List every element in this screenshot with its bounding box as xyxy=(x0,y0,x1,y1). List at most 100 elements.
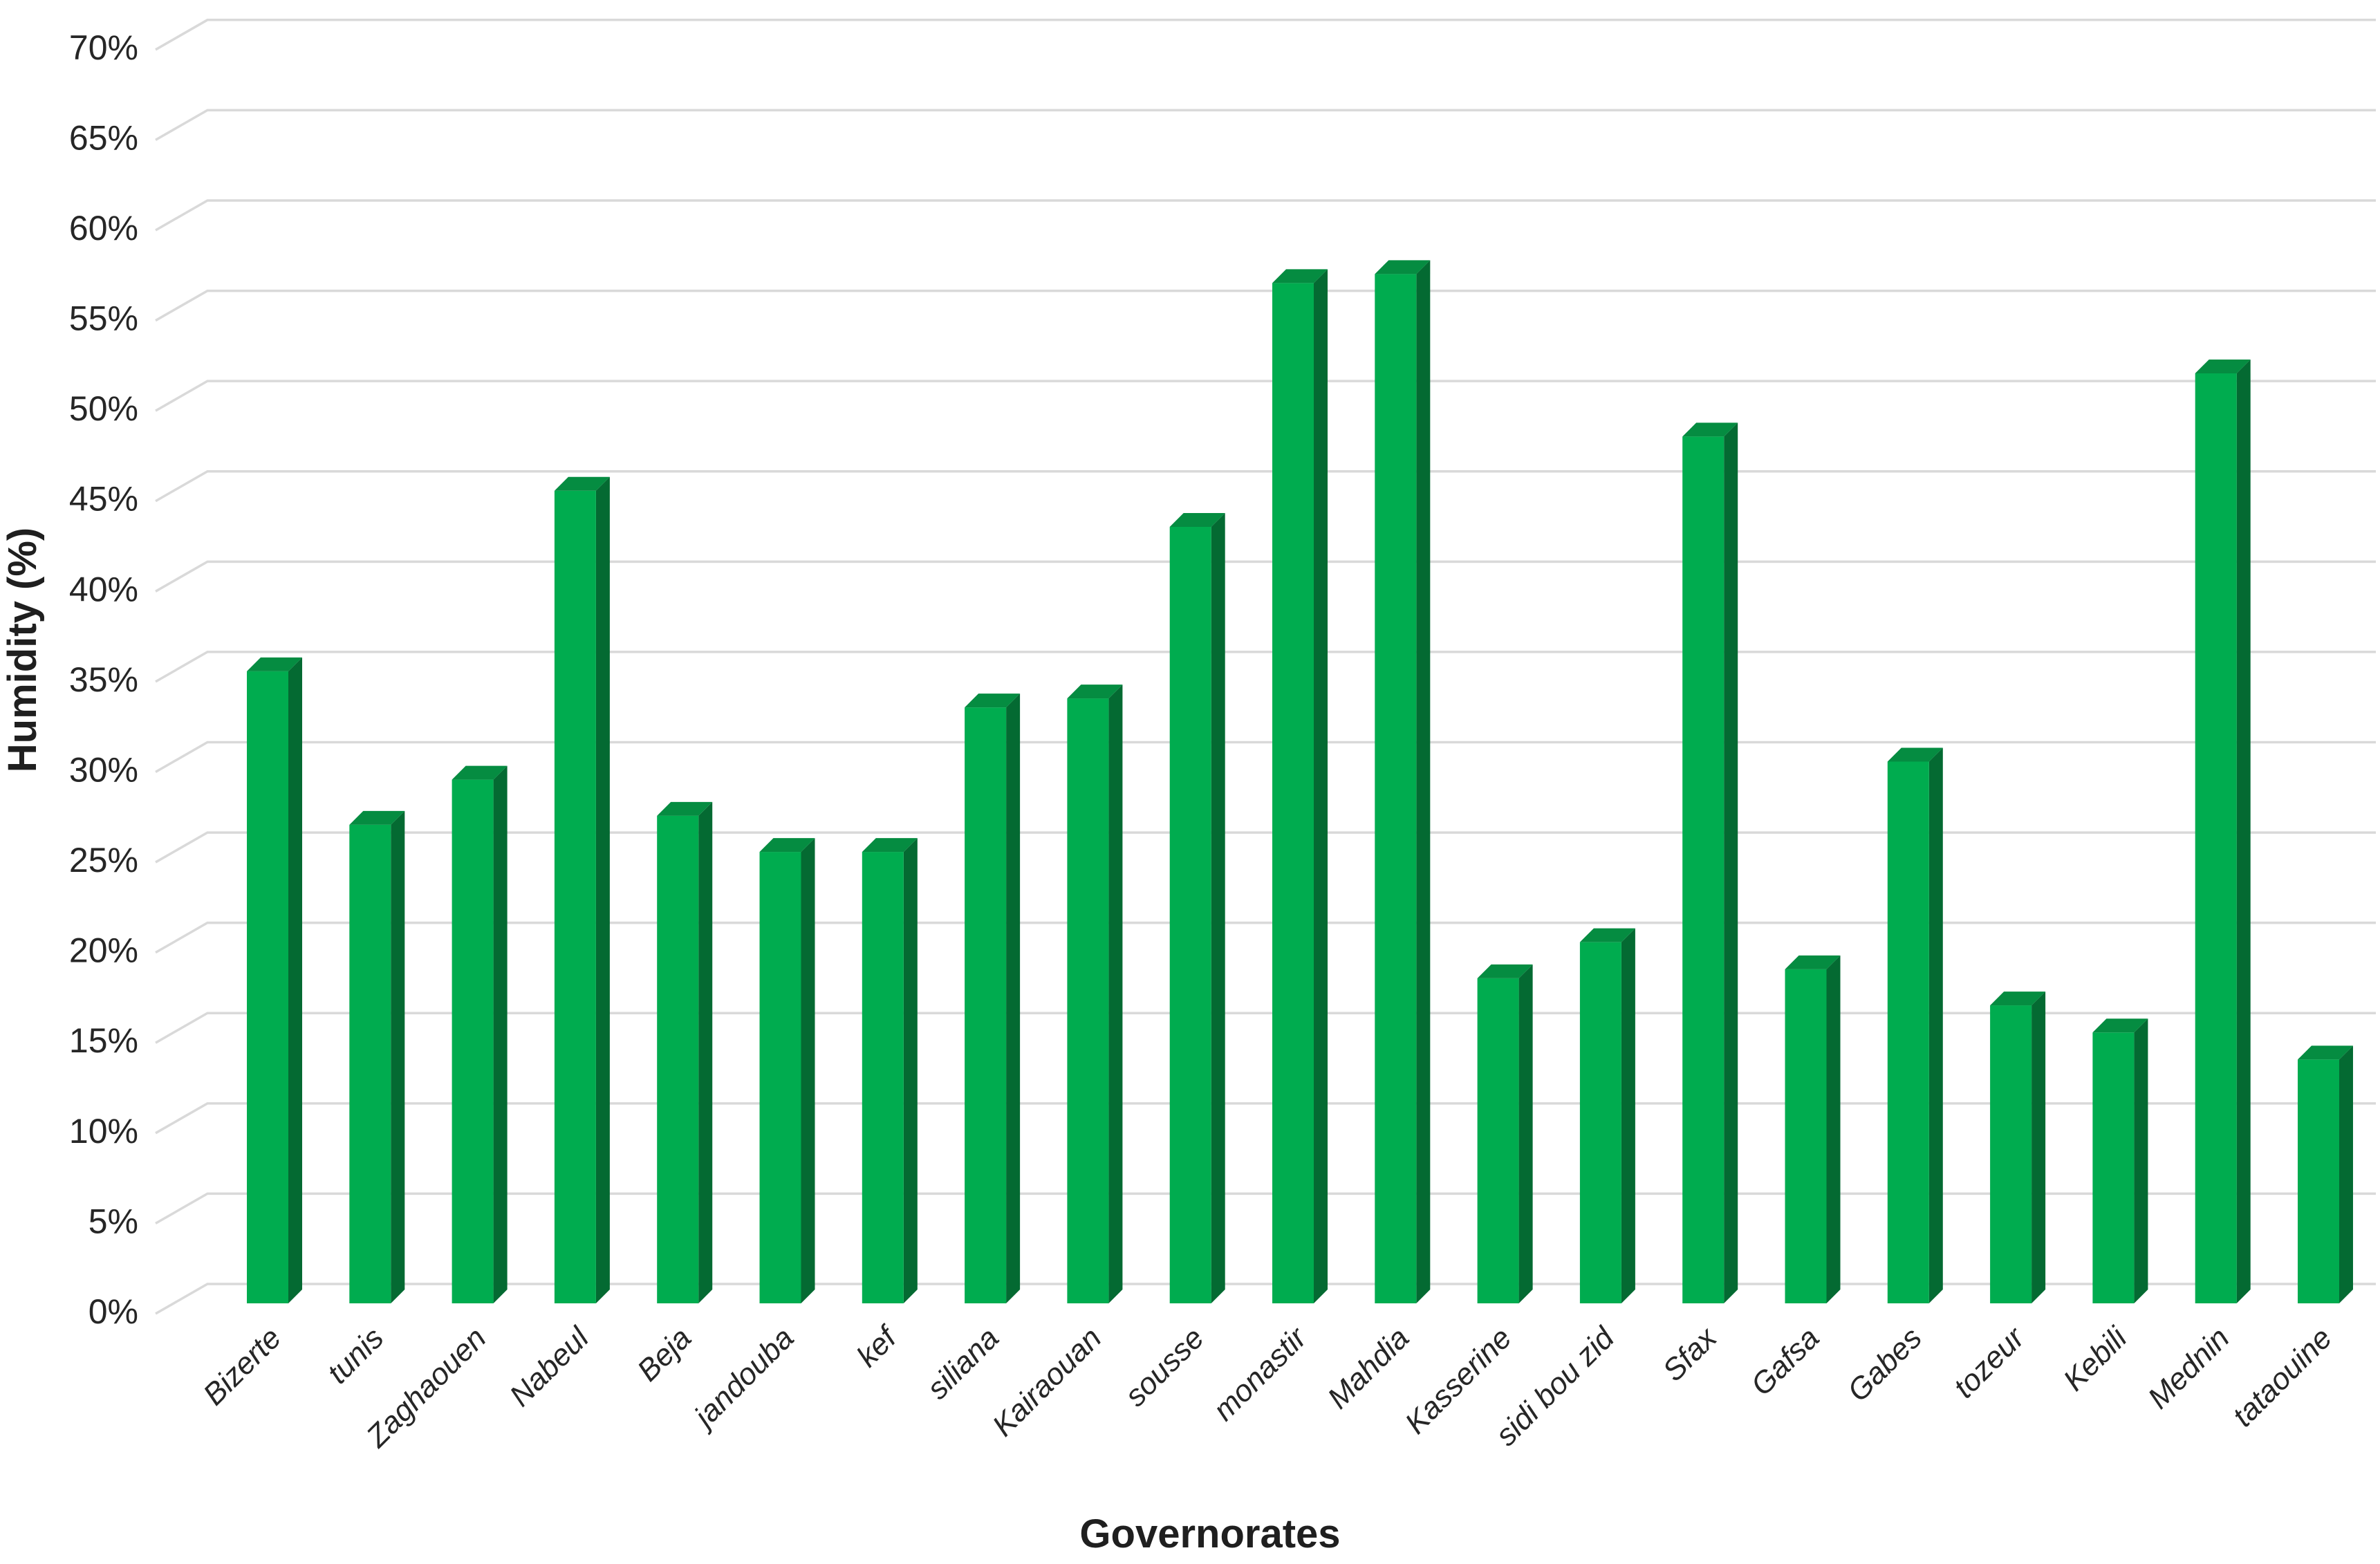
y-tick-label: 45% xyxy=(69,480,138,519)
plot-area: 0% 5% 10% 15% 20% 25% 30% 35% 40% 45% 50% 55% 60% 65%… xyxy=(69,19,2376,1454)
bar-side-face xyxy=(1108,685,1123,1303)
bar-side-face xyxy=(2032,992,2046,1303)
bar-top-face xyxy=(1375,260,1431,274)
y-tick-label: 60% xyxy=(69,209,138,248)
y-tick-label: 50% xyxy=(69,389,138,428)
gridline-55% xyxy=(155,289,2376,322)
bar-side-face xyxy=(1006,693,1021,1303)
y-tick-label: 0% xyxy=(89,1292,138,1331)
bar-kef xyxy=(862,852,904,1303)
x-tick-label: tunis xyxy=(321,1321,390,1390)
bar-side-face xyxy=(1416,260,1431,1303)
x-tick-label: Gabes xyxy=(1841,1321,1928,1408)
bar-top-face xyxy=(759,838,815,853)
bar-top-face xyxy=(349,810,405,825)
bar-Gafsa xyxy=(1785,969,1827,1303)
bar-side-face xyxy=(288,657,302,1303)
y-tick-label: 70% xyxy=(69,28,138,67)
x-tick-label: Nabeul xyxy=(503,1321,596,1413)
x-axis-title: Governorates xyxy=(1079,1511,1340,1556)
bar-Mednin xyxy=(2195,373,2237,1303)
gridline-10% xyxy=(155,1102,2376,1135)
x-tick-label: Kairaouan xyxy=(986,1321,1108,1443)
gridline-45% xyxy=(155,469,2376,503)
gridline-50% xyxy=(155,380,2376,412)
bar-side-face xyxy=(493,765,508,1303)
x-tick-label: tataouine xyxy=(2226,1321,2339,1433)
bar-top-face xyxy=(2092,1018,2148,1033)
bar-top-face xyxy=(1169,512,1225,527)
bar-top-face xyxy=(1682,422,1738,437)
bar-top-face xyxy=(1990,992,2046,1006)
bar-top-face xyxy=(1579,928,1635,942)
bar-Kairaouan xyxy=(1067,698,1109,1303)
gridline-65% xyxy=(155,109,2376,141)
bar-side-face xyxy=(801,838,815,1303)
bar-side-face xyxy=(2236,359,2251,1303)
x-tick-label: Bizerte xyxy=(197,1321,288,1411)
bar-top-face xyxy=(2195,359,2251,373)
bar-side-face xyxy=(595,476,610,1303)
y-tick-label: 30% xyxy=(69,750,138,789)
bar-side-face xyxy=(1211,512,1225,1303)
bar-top-face xyxy=(862,838,918,853)
bar-Kebili xyxy=(2092,1032,2135,1303)
bar-top-face xyxy=(1067,685,1123,699)
y-tick-label: 25% xyxy=(69,841,138,879)
gridline-70% xyxy=(155,19,2376,51)
bar-side-face xyxy=(2339,1045,2353,1303)
x-tick-label: Gafsa xyxy=(1745,1321,1826,1402)
gridline-25% xyxy=(155,831,2376,864)
bar-side-face xyxy=(903,838,918,1303)
bar-top-face xyxy=(1477,964,1533,978)
bar-side-face xyxy=(391,810,405,1303)
bar-tataouine xyxy=(2298,1059,2339,1303)
gridline-0% xyxy=(155,1283,2376,1315)
bar-Bizerte xyxy=(247,671,288,1303)
bar-side-face xyxy=(1826,955,1841,1303)
y-tick-label: 40% xyxy=(69,570,138,608)
bar-top-face xyxy=(247,657,302,671)
bar-top-face xyxy=(1785,955,1841,969)
bar-Gabes xyxy=(1887,761,1929,1303)
bar-monastir xyxy=(1272,283,1314,1303)
x-tick-label: siliana xyxy=(920,1321,1005,1406)
y-tick-label: 20% xyxy=(69,931,138,970)
gridline-30% xyxy=(155,741,2376,774)
bar-side-face xyxy=(698,801,713,1303)
bar-Kasserine xyxy=(1477,978,1519,1303)
bar-side-face xyxy=(1724,422,1738,1303)
x-tick-label: Mahdia xyxy=(1321,1321,1416,1415)
y-tick-label: 5% xyxy=(89,1202,138,1240)
x-tick-label: Kebili xyxy=(2057,1321,2135,1398)
gridline-35% xyxy=(155,651,2376,683)
gridline-20% xyxy=(155,921,2376,954)
bar-Mahdia xyxy=(1375,274,1417,1303)
gridline-60% xyxy=(155,199,2376,232)
bar-sidi-bou-zid xyxy=(1579,942,1621,1303)
bar-top-face xyxy=(1272,269,1328,283)
y-tick-label: 15% xyxy=(69,1021,138,1060)
bar-top-face xyxy=(452,765,508,780)
y-tick-label: 65% xyxy=(69,118,138,157)
gridline-15% xyxy=(155,1012,2376,1044)
bar-Sfax xyxy=(1682,436,1724,1303)
bar-top-face xyxy=(2298,1045,2353,1060)
bar-Nabeul xyxy=(554,490,596,1303)
x-tick-label: jandouba xyxy=(685,1321,800,1435)
x-tick-label: tozeur xyxy=(1947,1320,2032,1405)
x-tick-label: Beja xyxy=(631,1321,698,1388)
bar-tozeur xyxy=(1990,1005,2032,1303)
x-tick-label: Sfax xyxy=(1656,1320,1724,1388)
x-tick-label: sousse xyxy=(1119,1321,1211,1413)
bar-siliana xyxy=(965,707,1007,1303)
bar-side-face xyxy=(1928,747,1943,1303)
bar-top-face xyxy=(657,801,713,816)
bar-side-face xyxy=(1518,964,1533,1303)
bar-side-face xyxy=(1314,269,1328,1303)
bar-jandouba xyxy=(759,852,801,1303)
bar-side-face xyxy=(2134,1018,2148,1303)
bar-top-face xyxy=(965,693,1021,708)
bar-top-face xyxy=(1887,747,1943,762)
